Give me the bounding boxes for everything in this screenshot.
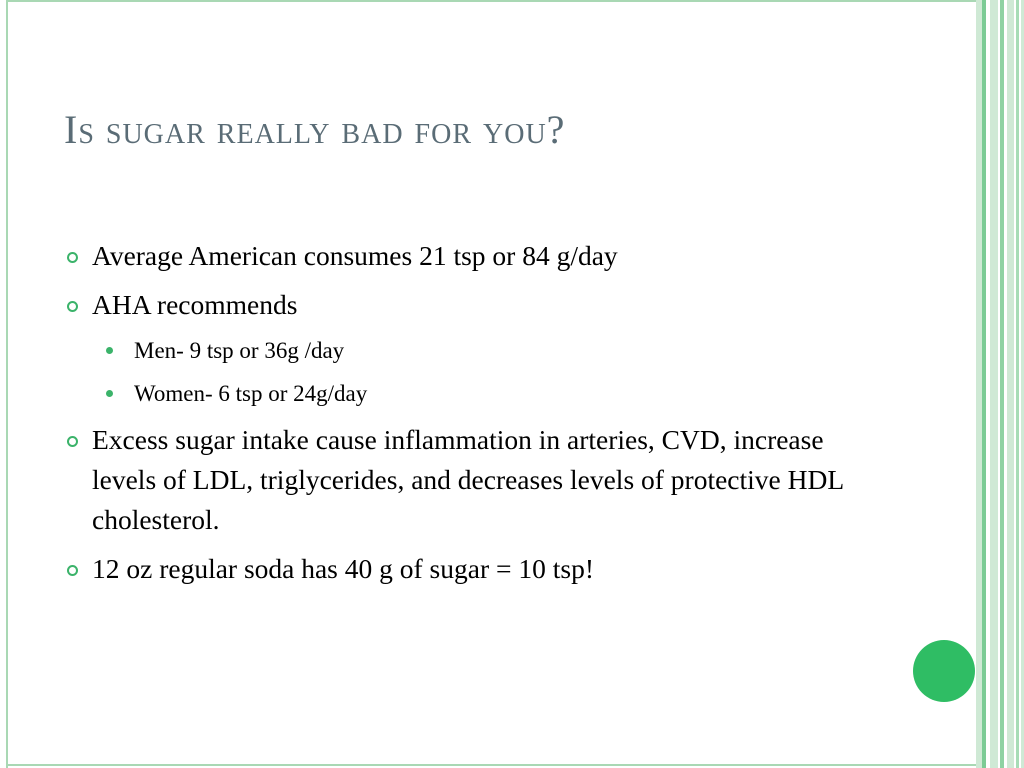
stripe: [982, 0, 986, 768]
bullet-text: AHA recommends: [92, 289, 298, 320]
sub-bullet-text: Men- 9 tsp or 36g /day: [134, 338, 345, 363]
ring-bullet-icon: [67, 252, 78, 263]
bullet-text: Average American consumes 21 tsp or 84 g…: [92, 240, 618, 271]
frame-bottom-line: [6, 764, 976, 766]
ring-bullet-icon: [67, 565, 78, 576]
bullet-text: 12 oz regular soda has 40 g of sugar = 1…: [92, 553, 594, 584]
ring-bullet-icon: [67, 436, 78, 447]
frame-top-line: [6, 0, 976, 2]
bullet-item: Average American consumes 21 tsp or 84 g…: [64, 236, 864, 276]
frame-left-line: [6, 0, 8, 768]
sub-bullet-text: Women- 6 tsp or 24g/day: [134, 381, 368, 406]
bullet-item: AHA recommends: [64, 285, 864, 325]
sub-bullet-item: Women- 6 tsp or 24g/day: [64, 377, 864, 411]
bullet-text: Excess sugar intake cause inflammation i…: [92, 424, 844, 535]
bullet-item: 12 oz regular soda has 40 g of sugar = 1…: [64, 549, 864, 589]
bullet-item: Excess sugar intake cause inflammation i…: [64, 420, 864, 540]
green-circle: [913, 640, 975, 702]
dot-bullet-icon: [106, 390, 113, 397]
stripe: [990, 0, 998, 768]
stripe: [976, 0, 982, 768]
slide-content: Average American consumes 21 tsp or 84 g…: [64, 236, 864, 598]
stripe: [1016, 0, 1019, 768]
sub-bullet-item: Men- 9 tsp or 36g /day: [64, 334, 864, 368]
ring-bullet-icon: [67, 301, 78, 312]
right-stripes: [976, 0, 1024, 768]
slide-title: Is sugar really bad for you?: [64, 107, 566, 152]
dot-bullet-icon: [106, 347, 113, 354]
stripe: [1007, 0, 1014, 768]
stripe: [1000, 0, 1004, 768]
stripe: [1021, 0, 1024, 768]
